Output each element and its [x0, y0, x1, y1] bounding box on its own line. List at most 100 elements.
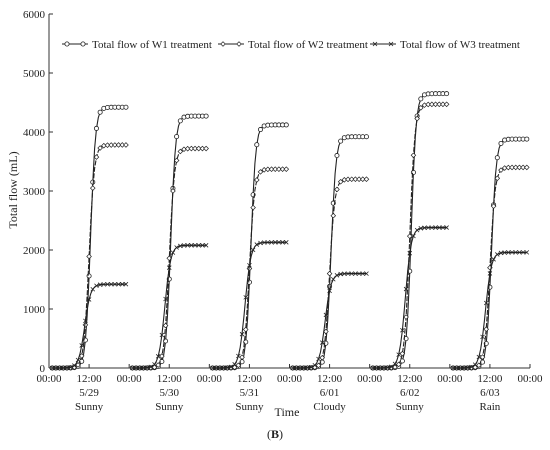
circle-marker	[203, 113, 209, 119]
cross-marker	[258, 240, 263, 246]
diamond-marker	[283, 166, 290, 172]
cross-marker	[480, 334, 485, 340]
cross-marker	[130, 365, 135, 371]
x-tick-label: 12:00	[157, 373, 183, 385]
cross-marker	[247, 262, 252, 268]
cross-marker	[334, 273, 340, 278]
cross-marker	[342, 271, 347, 277]
cross-marker	[105, 281, 110, 287]
diamond-marker	[119, 142, 126, 148]
day-date-label: 5/29	[79, 387, 99, 399]
cross-marker	[360, 271, 366, 276]
circle-marker	[177, 118, 183, 124]
series-layer	[49, 91, 530, 371]
cross-marker	[272, 240, 278, 245]
diamond-marker	[89, 185, 96, 191]
cross-marker	[450, 365, 456, 371]
x-ticks: 00:00 12:00 00:00 12:00 00:00 12:00 00:00 12:00…	[36, 364, 543, 413]
y-axis-title: Total flow (mL)	[6, 151, 20, 228]
cross-marker	[90, 286, 96, 292]
diamond-marker	[242, 326, 249, 333]
cross-marker	[495, 252, 500, 257]
cross-marker	[487, 271, 493, 276]
circle-marker	[254, 142, 260, 148]
cross-marker	[483, 300, 489, 306]
cross-marker	[243, 295, 249, 300]
circle-marker	[123, 104, 129, 110]
y-ticks: 0 1000 2000 3000 4000 5000 6000	[23, 9, 53, 375]
cross-marker	[254, 242, 260, 247]
circle-marker	[363, 134, 369, 140]
circle-marker	[494, 155, 500, 161]
diamond-marker	[436, 101, 443, 108]
cross-marker	[297, 365, 303, 371]
cross-marker	[64, 365, 70, 371]
day-weather-label: Sunny	[235, 401, 264, 413]
cross-marker	[166, 265, 172, 270]
diamond-marker	[159, 353, 165, 359]
y-tick-label: 0	[40, 363, 46, 375]
cross-marker	[374, 365, 379, 371]
diamond-marker	[235, 362, 242, 369]
circle-marker	[338, 138, 344, 144]
circle-marker	[93, 125, 99, 131]
cross-marker	[152, 362, 157, 367]
cross-marker	[60, 365, 66, 371]
diamond-marker	[334, 186, 340, 193]
day-weather-label: Cloudy	[313, 401, 346, 413]
cross-marker	[189, 243, 194, 248]
diamond-marker	[337, 178, 344, 185]
day-date-label: 6/02	[400, 387, 420, 399]
diamond-marker	[315, 362, 322, 369]
diamond-marker	[512, 164, 519, 171]
cross-marker	[250, 247, 256, 253]
legend-label: Total flow of W2 treatment	[248, 39, 368, 51]
diamond-marker	[483, 326, 490, 333]
cross-marker	[178, 243, 183, 249]
cross-marker	[372, 41, 378, 47]
diamond-marker	[112, 142, 118, 148]
diamond-marker	[432, 101, 439, 108]
cross-marker	[319, 340, 325, 345]
x-axis-label: Time	[275, 405, 300, 419]
series-line	[292, 136, 367, 369]
diamond-marker	[86, 253, 92, 260]
cross-marker	[196, 242, 202, 248]
cross-marker	[338, 271, 343, 277]
cross-marker	[170, 250, 176, 255]
diamond-marker	[272, 166, 279, 172]
cross-marker	[312, 362, 318, 368]
cross-marker	[436, 225, 442, 230]
diamond-marker	[231, 364, 238, 371]
cross-marker	[422, 225, 427, 231]
cross-marker	[86, 297, 92, 302]
diamond-marker	[520, 164, 526, 171]
x-tick-label: 12:00	[477, 373, 503, 385]
diamond-marker	[151, 364, 158, 371]
series-line	[453, 138, 527, 369]
cross-marker	[137, 365, 143, 371]
y-tick-label: 6000	[23, 9, 46, 21]
axes	[48, 14, 530, 369]
diamond-marker	[356, 176, 362, 182]
series-line	[52, 283, 126, 369]
cross-marker	[330, 276, 336, 282]
cross-marker	[232, 362, 237, 367]
series-1	[49, 91, 530, 371]
series-2	[49, 101, 530, 371]
cross-marker	[265, 240, 271, 245]
cross-marker	[119, 281, 125, 287]
cross-marker	[418, 226, 424, 231]
diamond-marker	[265, 166, 271, 173]
legend: Total flow of W1 treatment Total flow of …	[62, 39, 520, 51]
day-weather-label: Sunny	[155, 401, 184, 413]
circle-marker	[64, 41, 70, 47]
circle-marker	[97, 109, 103, 115]
diamond-marker	[276, 166, 282, 172]
diamond-marker	[93, 154, 100, 160]
cross-marker	[524, 250, 530, 255]
cross-marker	[316, 356, 321, 362]
y-tick-label: 4000	[23, 127, 46, 139]
cross-marker	[472, 362, 478, 367]
series-line	[132, 244, 207, 369]
